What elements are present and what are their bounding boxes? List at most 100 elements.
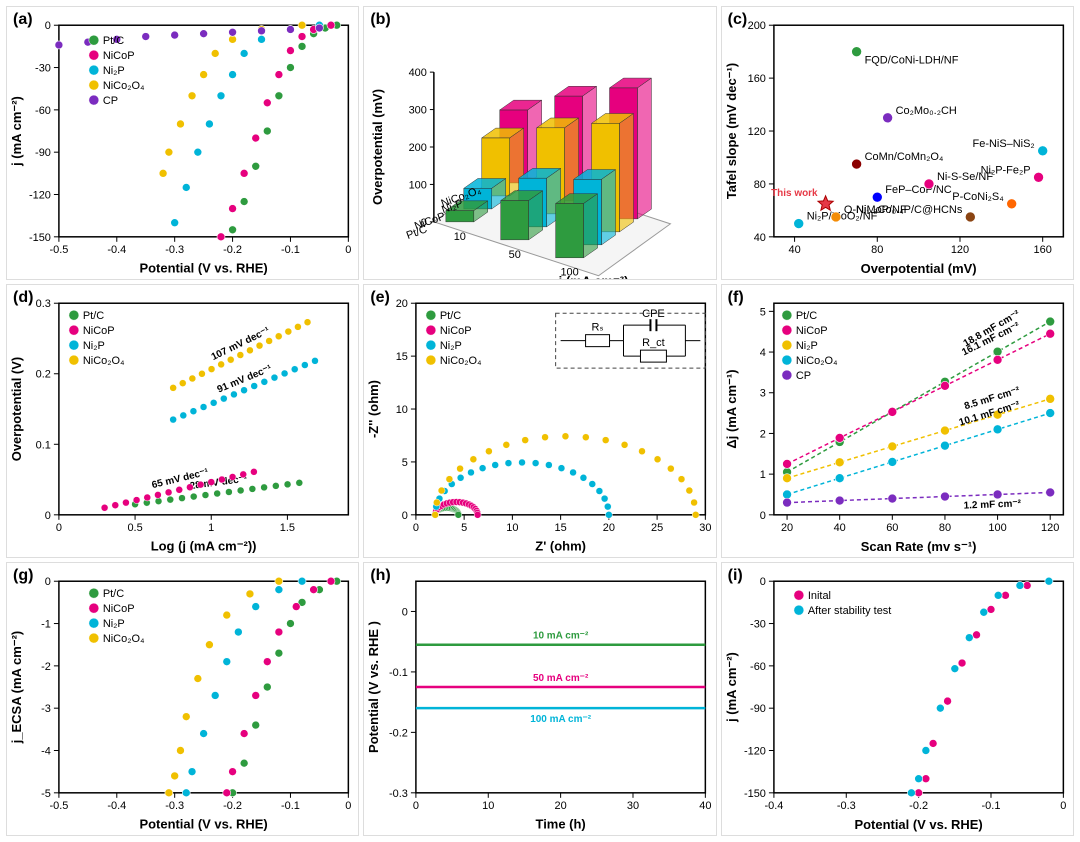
svg-text:-120: -120 (29, 189, 51, 201)
svg-text:0: 0 (402, 606, 408, 618)
svg-text:j (mA cm⁻²): j (mA cm⁻²) (9, 96, 24, 167)
svg-text:10: 10 (482, 800, 494, 812)
svg-text:Ni₂P: Ni₂P (103, 65, 125, 77)
svg-text:40: 40 (700, 800, 712, 812)
svg-text:1: 1 (759, 469, 765, 481)
svg-text:After stability test: After stability test (807, 605, 891, 617)
svg-text:100: 100 (409, 179, 427, 191)
svg-text:20: 20 (603, 522, 615, 534)
svg-text:Ni₂P: Ni₂P (103, 618, 125, 630)
panel-label-c: (c) (728, 11, 748, 29)
svg-text:j_ECSA (mA cm⁻²): j_ECSA (mA cm⁻²) (9, 631, 24, 745)
svg-text:-0.1: -0.1 (281, 244, 300, 256)
svg-text:-Z'' (ohm): -Z'' (ohm) (366, 380, 381, 438)
svg-text:50: 50 (509, 249, 521, 261)
svg-text:-2: -2 (41, 661, 51, 673)
svg-text:4: 4 (759, 347, 765, 359)
svg-text:120: 120 (950, 244, 968, 256)
svg-text:FQD/CoNi-LDH/NF: FQD/CoNi-LDH/NF (864, 55, 958, 67)
svg-text:NiCo₂O₄: NiCo₂O₄ (440, 355, 482, 367)
svg-text:-0.2: -0.2 (389, 727, 408, 739)
svg-text:Fe-NiS–NiS₂: Fe-NiS–NiS₂ (972, 138, 1034, 150)
svg-text:160: 160 (747, 73, 765, 85)
svg-text:-60: -60 (35, 105, 51, 117)
svg-text:-0.4: -0.4 (107, 244, 126, 256)
svg-text:Scan Rate (mv s⁻¹): Scan Rate (mv s⁻¹) (860, 539, 976, 554)
svg-text:0.1: 0.1 (36, 439, 51, 451)
panel-g: (g)-0.5-0.4-0.3-0.2-0.10-5-4-3-2-10Poten… (6, 562, 359, 836)
svg-text:Pt/C: Pt/C (83, 310, 104, 322)
svg-text:15: 15 (555, 522, 567, 534)
svg-text:CP: CP (103, 95, 118, 107)
svg-text:0: 0 (759, 510, 765, 522)
svg-text:0: 0 (345, 244, 351, 256)
svg-text:-0.2: -0.2 (223, 800, 242, 812)
svg-text:60: 60 (886, 522, 898, 534)
svg-text:Tafel slope (mV dec⁻¹): Tafel slope (mV dec⁻¹) (724, 63, 739, 199)
svg-text:0.5: 0.5 (127, 522, 142, 534)
svg-text:Ni₂P: Ni₂P (796, 340, 818, 352)
svg-text:-3: -3 (41, 703, 51, 715)
panel-label-g: (g) (13, 567, 33, 585)
svg-text:Time (h): Time (h) (536, 817, 586, 832)
panel-label-d: (d) (13, 289, 33, 307)
svg-text:40: 40 (833, 522, 845, 534)
svg-text:Potential (V vs. RHE): Potential (V vs. RHE) (139, 817, 267, 832)
svg-text:Ni₂P: Ni₂P (83, 340, 105, 352)
svg-text:-0.3: -0.3 (389, 788, 408, 800)
svg-text:-120: -120 (744, 745, 766, 757)
svg-text:R_ct: R_ct (642, 337, 665, 349)
svg-text:Potential (V vs. RHE): Potential (V vs. RHE) (854, 817, 982, 832)
svg-text:-60: -60 (750, 661, 766, 673)
svg-text:j (mA cm⁻²): j (mA cm⁻²) (724, 652, 739, 723)
svg-text:-0.4: -0.4 (764, 800, 783, 812)
svg-text:0.2: 0.2 (36, 369, 51, 381)
panel-b: (b)0100200300400Overpotential (mV)NiCo₂O… (363, 6, 716, 280)
svg-text:0: 0 (45, 510, 51, 522)
svg-text:Ni₂P-Fe₂P: Ni₂P-Fe₂P (980, 164, 1030, 176)
svg-text:-90: -90 (35, 147, 51, 159)
svg-text:400: 400 (409, 67, 427, 79)
svg-text:120: 120 (1041, 522, 1059, 534)
svg-text:NiCoP: NiCoP (440, 325, 472, 337)
svg-text:1.2 mF cm⁻²: 1.2 mF cm⁻² (963, 498, 1021, 511)
svg-text:0: 0 (45, 20, 51, 32)
svg-text:NiCo₂O₄: NiCo₂O₄ (103, 633, 145, 645)
svg-text:-0.1: -0.1 (281, 800, 300, 812)
svg-text:10: 10 (396, 404, 408, 416)
svg-text:-0.3: -0.3 (165, 800, 184, 812)
svg-text:5: 5 (402, 457, 408, 469)
svg-text:50 mA cm⁻²: 50 mA cm⁻² (533, 673, 589, 684)
panel-a: (a)-0.5-0.4-0.3-0.2-0.10-150-120-90-60-3… (6, 6, 359, 280)
svg-text:Pt/C: Pt/C (103, 35, 124, 47)
svg-text:-0.1: -0.1 (981, 800, 1000, 812)
panel-c: (c)40801201604080120160200Overpotential … (721, 6, 1074, 280)
svg-text:Potential (V vs. RHE): Potential (V vs. RHE) (139, 261, 267, 276)
svg-text:Pt/C: Pt/C (796, 310, 817, 322)
svg-text:200: 200 (747, 20, 765, 32)
svg-text:0: 0 (759, 576, 765, 588)
svg-text:15: 15 (396, 351, 408, 363)
svg-text:Overpotential (mV): Overpotential (mV) (370, 89, 385, 205)
panel-grid: (a) -0.5 -0.4 -0.3 -0.2 -0.1 0 -150 -120 -90 -60 -3… (0, 0, 1080, 842)
svg-text:-150: -150 (744, 788, 766, 800)
svg-text:-0.5: -0.5 (49, 800, 68, 812)
svg-text:Pt/C: Pt/C (440, 310, 461, 322)
svg-text:30: 30 (700, 522, 712, 534)
svg-text:NiCoP: NiCoP (103, 50, 135, 62)
panel-label-i: (i) (728, 567, 743, 585)
svg-text:Inital: Inital (807, 590, 830, 602)
svg-text:-150: -150 (29, 232, 51, 244)
svg-text:NiCoP: NiCoP (796, 325, 828, 337)
svg-text:10: 10 (454, 231, 466, 243)
svg-text:-0.2: -0.2 (223, 244, 242, 256)
panel-d: (d)00.511.500.10.20.3Log (j (mA cm⁻²))Ov… (6, 284, 359, 558)
svg-text:Overpotential (mV): Overpotential (mV) (860, 261, 976, 276)
svg-text:-5: -5 (41, 788, 51, 800)
svg-text:0.3: 0.3 (36, 298, 51, 310)
svg-text:120: 120 (747, 126, 765, 138)
svg-text:Co₂Mo₀.₂CH: Co₂Mo₀.₂CH (895, 105, 956, 117)
panel-label-a: (a) (13, 11, 33, 29)
svg-text:CPE: CPE (642, 308, 665, 320)
panel-i: (i)-0.4-0.3-0.2-0.10-150-120-90-60-300Po… (721, 562, 1074, 836)
